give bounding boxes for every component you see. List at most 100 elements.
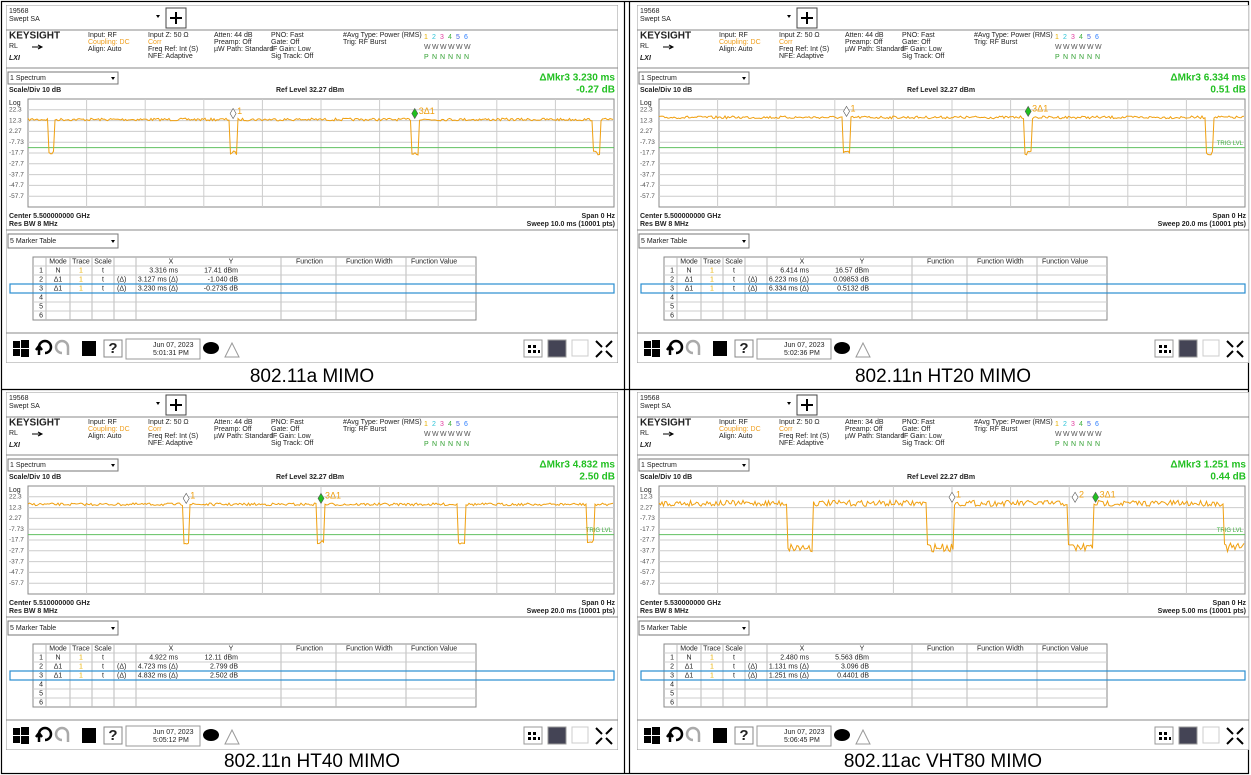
y-label: 22.3 <box>9 107 22 114</box>
layout-icon[interactable] <box>1202 339 1220 357</box>
cell: 1.131 ms (Δ) <box>769 663 809 670</box>
detector: N <box>1095 54 1100 61</box>
undo-icon[interactable] <box>666 726 684 742</box>
trace <box>27 117 614 156</box>
trace-type: W <box>1055 44 1062 51</box>
selected-row <box>9 283 615 294</box>
detector: N <box>456 441 461 448</box>
grid-icon[interactable] <box>1154 339 1174 358</box>
ref-level: Ref Level 22.27 dBm <box>907 474 975 481</box>
cell: 1 <box>710 285 714 292</box>
help-icon[interactable] <box>103 726 123 745</box>
window-name: 1 Spectrum <box>10 75 46 82</box>
detector: P <box>1055 54 1060 61</box>
redo-icon[interactable] <box>54 726 70 742</box>
windows-icon[interactable] <box>644 727 660 744</box>
trace-number: 5 <box>1087 421 1091 428</box>
window-name: 1 Spectrum <box>10 462 46 469</box>
setting: #Avg Type: Power (RMS) <box>343 32 422 39</box>
trace-type: W <box>1087 431 1094 438</box>
mode-name: Swept SA <box>640 403 671 410</box>
window-select[interactable] <box>638 458 750 472</box>
marker-diamond <box>948 491 956 503</box>
chat-icon <box>834 342 850 354</box>
help-icon[interactable] <box>734 339 754 358</box>
table-header: Trace <box>72 645 90 652</box>
y-label: -7.73 <box>9 139 24 146</box>
setting: Corr <box>148 426 162 433</box>
ref-level: Ref Level 32.27 dBm <box>907 87 975 94</box>
layout-icon[interactable] <box>1202 726 1220 744</box>
grid-icon[interactable] <box>1154 726 1174 745</box>
touch-icon[interactable] <box>547 339 567 358</box>
cell: 4.832 ms (Δ) <box>138 672 178 679</box>
file-icon[interactable] <box>713 728 727 743</box>
redo-icon[interactable] <box>685 726 701 742</box>
setting: Atten: 44 dB <box>845 32 884 39</box>
help-glyph: ? <box>108 340 117 357</box>
setting: Atten: 34 dB <box>845 419 884 426</box>
grid-icon[interactable] <box>523 726 543 745</box>
detector: N <box>448 54 453 61</box>
rl-label: RL <box>9 430 18 437</box>
windows-icon[interactable] <box>13 727 29 744</box>
file-icon[interactable] <box>713 341 727 356</box>
cell: t <box>733 285 735 292</box>
window-select[interactable] <box>7 458 119 472</box>
file-icon[interactable] <box>82 728 96 743</box>
setting: Gate: Off <box>902 426 930 433</box>
cell: -0.2735 dB <box>204 285 239 292</box>
fullscreen-icon[interactable] <box>595 727 613 745</box>
undo-icon[interactable] <box>666 339 684 355</box>
fullscreen-icon[interactable] <box>595 340 613 358</box>
cell: N <box>55 267 60 274</box>
cell: Δ1 <box>54 663 63 670</box>
window-select[interactable] <box>638 71 750 85</box>
selected-row <box>640 283 1246 294</box>
table-select[interactable] <box>638 233 750 249</box>
setting: Corr <box>779 39 793 46</box>
touch-icon[interactable] <box>1178 726 1198 745</box>
table-select[interactable] <box>7 620 119 636</box>
scale-div: Scale/Div 10 dB <box>640 474 692 481</box>
window-name: 1 Spectrum <box>641 462 677 469</box>
marker-label: 1 <box>851 104 856 114</box>
redo-icon[interactable] <box>54 339 70 355</box>
touch-icon[interactable] <box>1178 339 1198 358</box>
undo-icon[interactable] <box>35 339 53 355</box>
marker-label: 3Δ1 <box>1032 104 1048 114</box>
y-label: 12.3 <box>9 504 22 511</box>
cell: t <box>102 672 104 679</box>
layout-icon[interactable] <box>571 339 589 357</box>
setting: Trig: RF Burst <box>343 39 386 46</box>
trace-number: 2 <box>432 34 436 41</box>
windows-icon[interactable] <box>13 340 29 357</box>
row-number: 1 <box>670 267 674 274</box>
redo-icon[interactable] <box>685 339 701 355</box>
fullscreen-icon[interactable] <box>1226 340 1244 358</box>
table-select[interactable] <box>638 620 750 636</box>
detector: N <box>1079 441 1084 448</box>
window-select[interactable] <box>7 71 119 85</box>
fullscreen-icon[interactable] <box>1226 727 1244 745</box>
table-frame <box>32 643 477 708</box>
layout-icon[interactable] <box>571 726 589 744</box>
warning-icon <box>224 341 240 358</box>
touch-icon[interactable] <box>547 726 567 745</box>
file-icon[interactable] <box>82 341 96 356</box>
window-name: 1 Spectrum <box>641 75 677 82</box>
dropdown-arrow <box>111 77 115 80</box>
grid-icon[interactable] <box>523 339 543 358</box>
time: 5:06:45 PM <box>784 737 820 744</box>
cell: 3.096 dB <box>841 663 869 670</box>
table-header: Mode <box>680 258 698 265</box>
undo-icon[interactable] <box>35 726 53 742</box>
table-select[interactable] <box>7 233 119 249</box>
help-icon[interactable] <box>734 726 754 745</box>
brand: KEYSIGHT <box>9 418 60 429</box>
row-number: 5 <box>39 690 43 697</box>
date: Jun 07, 2023 <box>153 342 194 349</box>
help-icon[interactable] <box>103 339 123 358</box>
windows-icon[interactable] <box>644 340 660 357</box>
brand: KEYSIGHT <box>640 31 691 42</box>
